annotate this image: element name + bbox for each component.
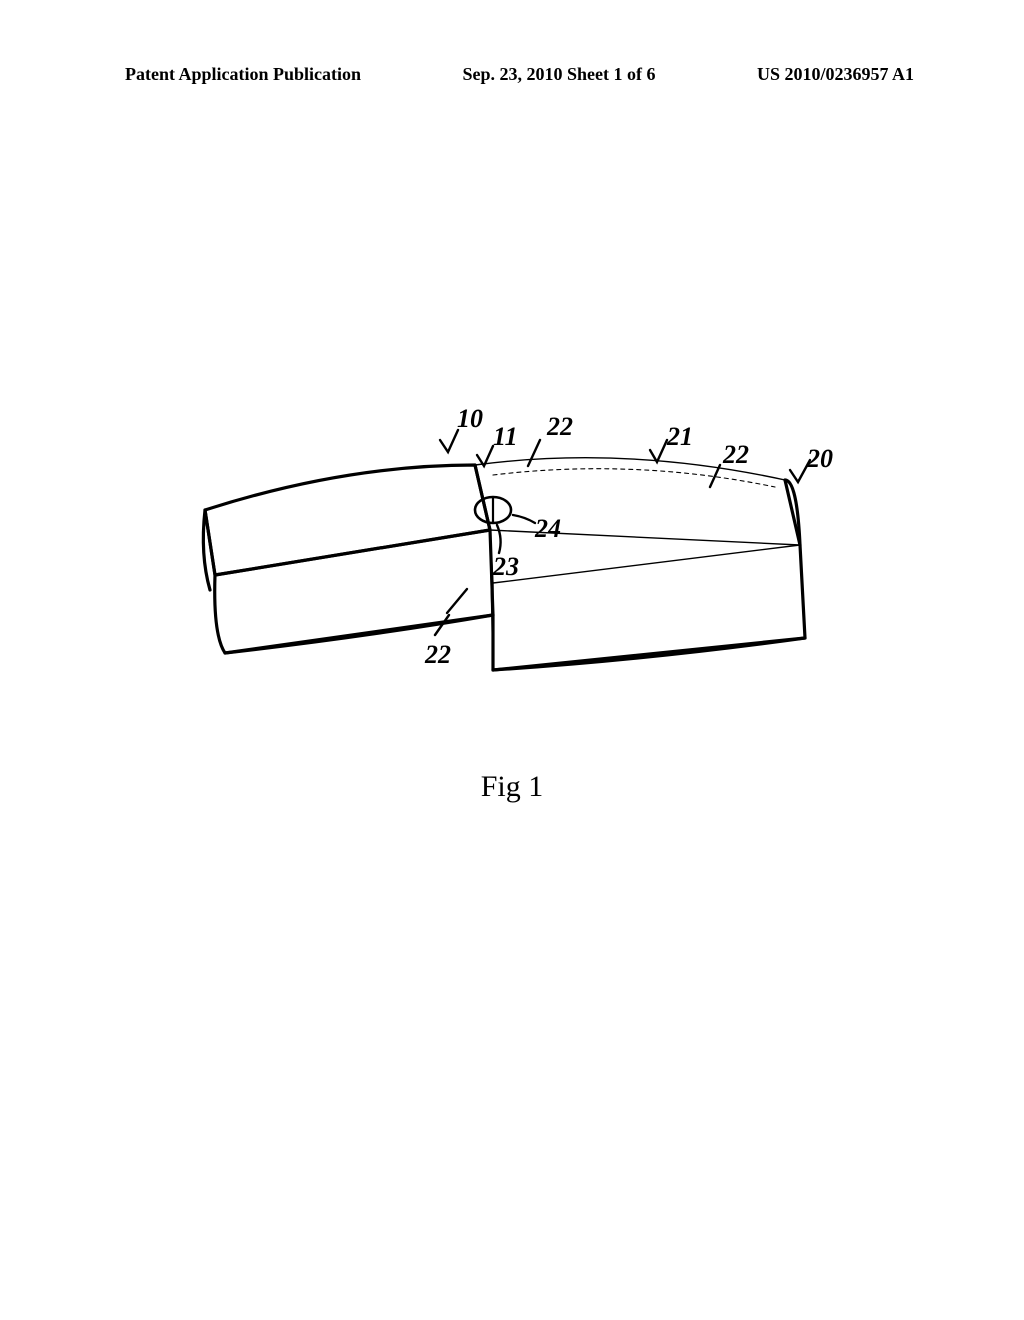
ref-24: 24 <box>534 514 561 543</box>
figure-1: 10 11 22 21 22 20 24 23 22 <box>175 385 865 745</box>
ref-22b: 22 <box>722 440 749 469</box>
ref-23: 23 <box>492 552 519 581</box>
ref-20: 20 <box>806 444 833 473</box>
header-right: US 2010/0236957 A1 <box>757 64 914 85</box>
ref-11: 11 <box>493 422 518 451</box>
header-left: Patent Application Publication <box>125 64 361 85</box>
page: Patent Application Publication Sep. 23, … <box>0 0 1024 1320</box>
ref-22a: 22 <box>546 412 573 441</box>
header-center: Sep. 23, 2010 Sheet 1 of 6 <box>463 64 656 85</box>
ref-10: 10 <box>457 404 483 433</box>
ref-21: 21 <box>666 422 693 451</box>
page-header: Patent Application Publication Sep. 23, … <box>0 64 1024 85</box>
figure-caption: Fig 1 <box>0 770 1024 804</box>
ref-22c: 22 <box>424 640 451 669</box>
